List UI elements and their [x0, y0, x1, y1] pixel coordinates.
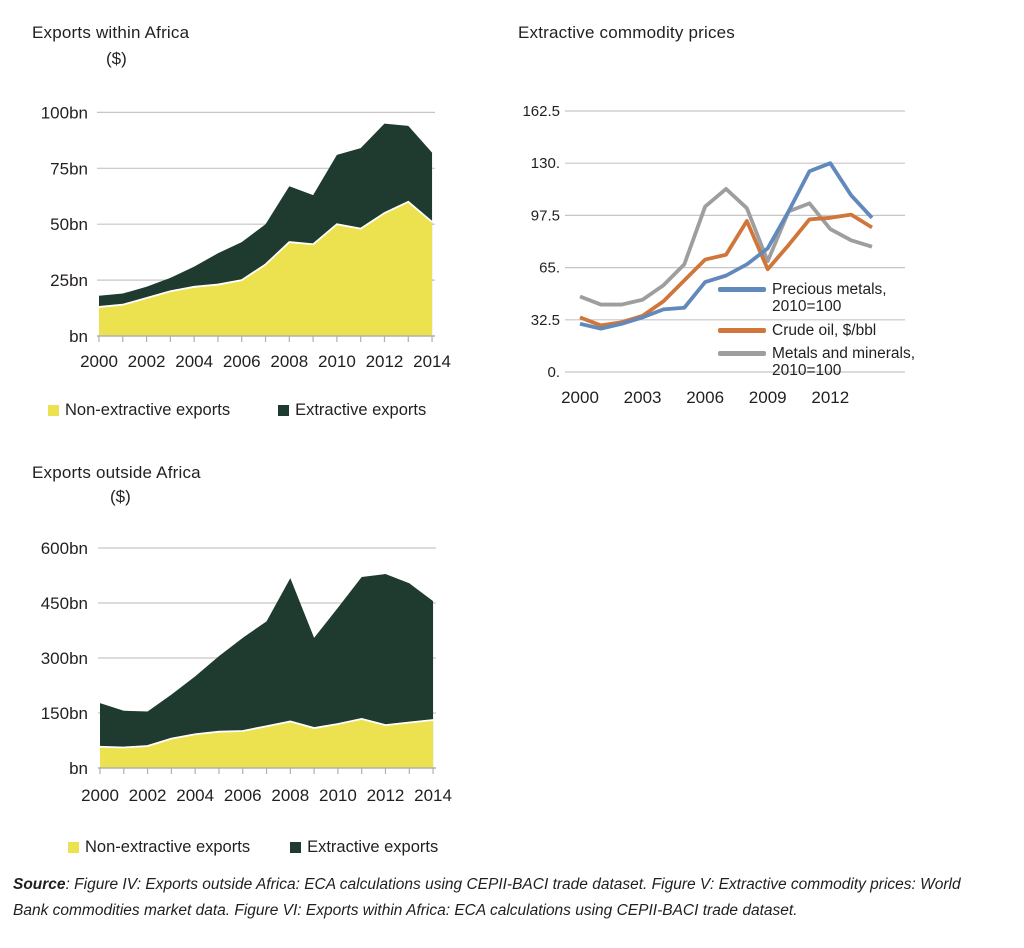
legend-label-non-extractive: Non-extractive exports — [65, 401, 231, 419]
legend-label-crude-oil: Crude oil, $/bbl — [772, 322, 877, 339]
x-axis-tick-label: 2014 — [414, 786, 452, 805]
legend-label-non-extractive: Non-extractive exports — [85, 838, 251, 856]
area-non-extractive-exports — [99, 201, 433, 336]
legend-item-metals-and-minerals: Metals and minerals, 2010=100 — [718, 345, 915, 379]
legend-swatch-extractive — [278, 405, 290, 416]
legend-line-sample-precious-metals — [718, 287, 766, 292]
y-axis-tick-label: 97.5 — [531, 207, 560, 224]
legend-swatch-extractive — [290, 842, 302, 853]
line-chart-extractive-commodity-prices: 0. 32.5 65. 97.5 130. 162.5 2000 2003 2006 2009 20… — [522, 103, 905, 407]
y-axis-tick-label: 32.5 — [531, 312, 560, 329]
x-axis-tick-label: 2014 — [413, 352, 451, 371]
area-non-extractive-exports — [100, 718, 434, 768]
y-axis-tick-label: 75bn — [50, 159, 88, 178]
legend-swatch-non-extractive — [48, 405, 59, 416]
x-axis-tick-label: 2000 — [80, 352, 118, 371]
y-axis-tick-label: 50bn — [50, 215, 88, 234]
legend-swatch-non-extractive — [68, 842, 79, 853]
y-axis-tick-label: 100bn — [41, 103, 88, 122]
legend-label-precious-metals: Precious metals, 2010=100 — [772, 281, 887, 315]
legend-label-metals-and-minerals: Metals and minerals, 2010=100 — [772, 345, 916, 379]
x-axis-tick-label: 2002 — [129, 786, 167, 805]
area-chart-exports-outside-africa: bn 150bn 300bn 450bn 600bn 2000 2002 2004 2006 20… — [41, 539, 452, 805]
y-axis-tick-label: 162.5 — [522, 103, 560, 120]
x-axis-tick-label: 2012 — [811, 388, 849, 407]
legend-exports-within-africa: Non-extractive exports Extractive export… — [48, 401, 426, 420]
source-note-text: : Figure IV: Exports outside Africa: ECA… — [13, 876, 961, 920]
x-axis-tick-label: 2000 — [561, 388, 599, 407]
x-axis-tick-label: 2009 — [749, 388, 787, 407]
x-axis-tick-label: 2010 — [319, 786, 357, 805]
y-axis-tick-label: 450bn — [41, 594, 88, 613]
legend-exports-outside-africa: Non-extractive exports Extractive export… — [68, 838, 438, 857]
x-axis-tick-label: 2006 — [686, 388, 724, 407]
x-axis-tick-label: 2008 — [271, 786, 309, 805]
legend-line-sample-crude-oil — [718, 328, 766, 333]
x-axis-tick-label: 2006 — [224, 786, 262, 805]
x-axis-tick-label: 2008 — [270, 352, 308, 371]
y-axis-tick-label: 25bn — [50, 271, 88, 290]
y-axis-tick-label: 300bn — [41, 649, 88, 668]
line-metals-and-minerals-2010-100 — [579, 186, 873, 307]
x-axis-tick-label: 2006 — [223, 352, 261, 371]
area-chart-exports-within-africa: bn 25bn 50bn 75bn 100bn 2000 2002 2004 2006 2008 2… — [41, 103, 451, 371]
x-axis-tick-label: 2004 — [175, 352, 213, 371]
legend-item-crude-oil: Crude oil, $/bbl — [718, 322, 876, 339]
x-axis-tick-label: 2012 — [366, 352, 404, 371]
legend-item-extractive: Extractive exports — [278, 401, 426, 420]
x-axis-tick-label: 2010 — [318, 352, 356, 371]
y-axis-tick-label: 0. — [547, 364, 560, 381]
source-note: Source: Figure IV: Exports outside Afric… — [13, 872, 1015, 924]
chart-unit-label: ($) — [106, 49, 127, 68]
series-boundary — [98, 200, 433, 308]
y-axis-tick-label: 600bn — [41, 539, 88, 558]
line-precious-metals-2010-100 — [579, 161, 874, 331]
legend-item-non-extractive: Non-extractive exports — [48, 401, 230, 420]
legend-label-extractive: Extractive exports — [295, 401, 427, 419]
y-axis-tick-label: bn — [69, 327, 88, 346]
area-extractive-exports — [100, 574, 434, 768]
x-axis-tick-label: 2002 — [128, 352, 166, 371]
y-axis-tick-label: bn — [69, 759, 88, 778]
y-axis-tick-label: 130. — [531, 155, 560, 172]
x-axis-tick-label: 2003 — [624, 388, 662, 407]
chart-title-exports-within-africa: Exports within Africa — [32, 23, 190, 42]
y-axis-tick-label: 65. — [539, 260, 560, 277]
x-axis-tick-label: 2004 — [176, 786, 214, 805]
legend-item-non-extractive: Non-extractive exports — [68, 838, 250, 857]
chart-title-exports-outside-africa: Exports outside Africa — [32, 463, 201, 482]
x-axis-tick-label: 2000 — [81, 786, 119, 805]
series-boundary — [99, 717, 434, 749]
y-axis-tick-label: 150bn — [41, 704, 88, 723]
legend-item-precious-metals: Precious metals, 2010=100 — [718, 281, 887, 315]
chart-title-extractive-commodity-prices: Extractive commodity prices — [518, 23, 736, 42]
x-axis-tick-label: 2012 — [367, 786, 405, 805]
chart-unit-label: ($) — [110, 487, 131, 506]
legend-label-extractive: Extractive exports — [307, 838, 439, 856]
legend-item-extractive: Extractive exports — [290, 838, 438, 857]
legend-line-sample-metals-and-minerals — [718, 351, 766, 356]
source-note-label: Source — [13, 876, 66, 893]
